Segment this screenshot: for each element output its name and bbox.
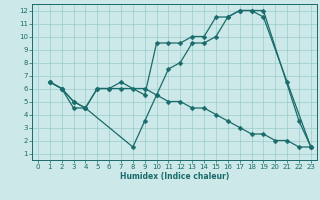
X-axis label: Humidex (Indice chaleur): Humidex (Indice chaleur) bbox=[120, 172, 229, 181]
